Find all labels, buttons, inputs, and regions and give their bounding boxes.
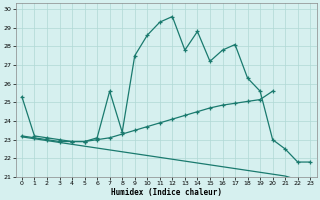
X-axis label: Humidex (Indice chaleur): Humidex (Indice chaleur): [111, 188, 221, 197]
